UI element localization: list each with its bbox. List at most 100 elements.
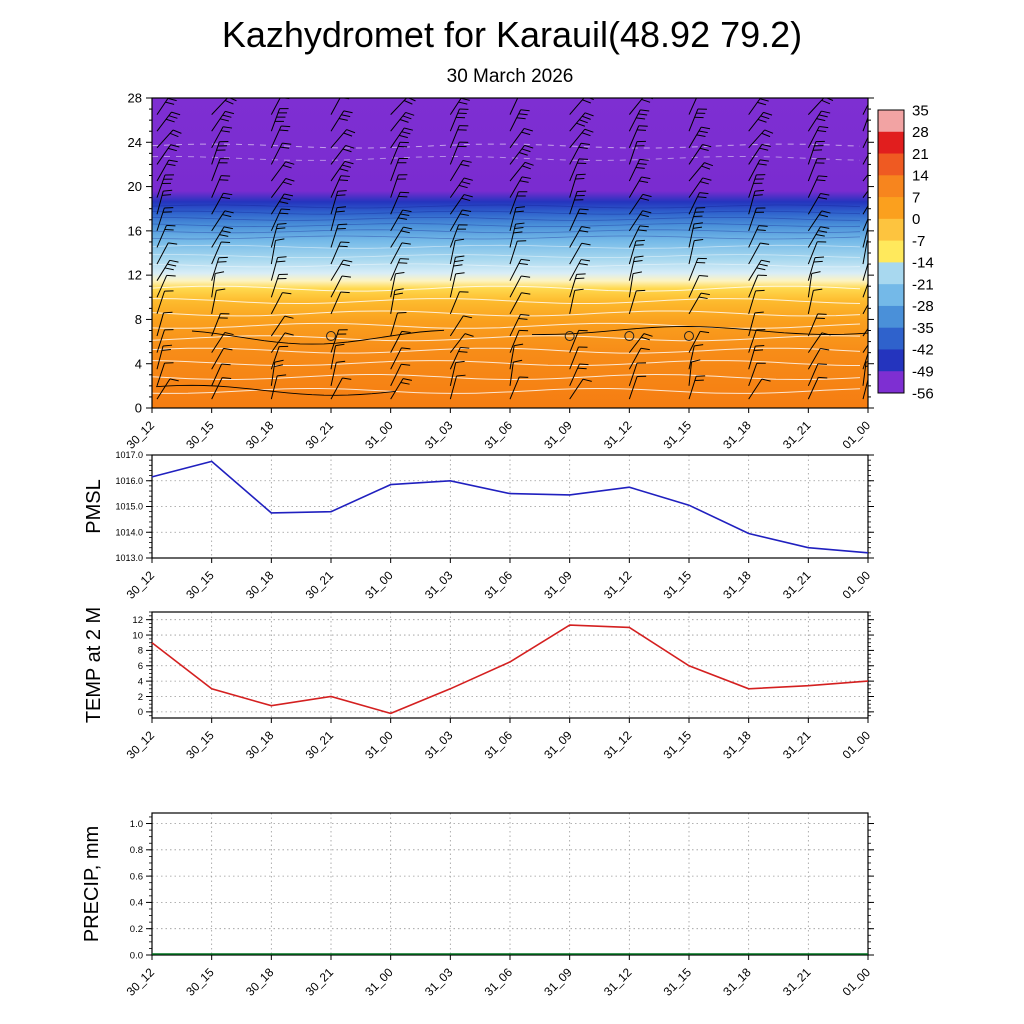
svg-text:31_18: 31_18 — [720, 418, 754, 452]
svg-text:0.2: 0.2 — [130, 924, 143, 935]
svg-text:30_15: 30_15 — [183, 418, 217, 452]
svg-text:0.8: 0.8 — [130, 845, 143, 856]
svg-text:31_15: 31_15 — [661, 418, 695, 452]
svg-text:28: 28 — [912, 124, 929, 141]
svg-text:24: 24 — [128, 135, 142, 150]
svg-text:01_00: 01_00 — [840, 965, 874, 999]
svg-text:31_21: 31_21 — [780, 728, 814, 762]
svg-text:12: 12 — [128, 268, 142, 283]
svg-text:31_03: 31_03 — [422, 418, 456, 452]
svg-text:1013.0: 1013.0 — [115, 553, 143, 563]
svg-text:-35: -35 — [912, 320, 934, 337]
svg-text:31_03: 31_03 — [422, 728, 456, 762]
svg-text:30_21: 30_21 — [303, 418, 337, 452]
svg-text:10: 10 — [132, 630, 143, 641]
svg-text:8: 8 — [135, 312, 142, 327]
svg-text:8: 8 — [138, 646, 143, 657]
svg-text:7: 7 — [912, 189, 920, 206]
svg-text:0.0: 0.0 — [130, 950, 143, 961]
svg-text:31_09: 31_09 — [541, 418, 575, 452]
svg-text:1014.0: 1014.0 — [115, 527, 143, 537]
svg-text:4: 4 — [138, 676, 143, 687]
calm-wind-circle — [326, 331, 336, 342]
svg-text:31_12: 31_12 — [601, 728, 635, 762]
colorbar: 35 28 21 14 7 0 -7 -14 -21 -28 -35 -42 -49 -56 — [877, 102, 934, 402]
svg-text:30_15: 30_15 — [183, 728, 217, 762]
svg-text:31_15: 31_15 — [661, 568, 695, 602]
svg-text:31_09: 31_09 — [541, 965, 575, 999]
precip-ylabel: PRECIP, mm — [81, 826, 103, 942]
svg-text:4: 4 — [135, 356, 142, 371]
svg-text:28: 28 — [128, 91, 142, 106]
calm-wind-circle — [684, 331, 694, 342]
svg-text:31_18: 31_18 — [720, 965, 754, 999]
svg-text:12: 12 — [132, 615, 143, 626]
svg-text:6: 6 — [138, 661, 143, 672]
svg-text:31_15: 31_15 — [661, 965, 695, 999]
svg-text:30_18: 30_18 — [243, 965, 277, 999]
svg-text:30_21: 30_21 — [303, 568, 337, 602]
temp-2m-line — [151, 624, 869, 715]
pmsl-panel: 1013.0 1014.0 1015.0 1016.0 1017.0 30_12 30_15… — [83, 450, 874, 602]
svg-text:31_00: 31_00 — [362, 418, 396, 452]
svg-text:31_06: 31_06 — [482, 965, 516, 999]
temp-2m-ylabel: TEMP at 2 M — [83, 607, 105, 723]
svg-text:01_00: 01_00 — [840, 418, 874, 452]
svg-text:01_00: 01_00 — [840, 568, 874, 602]
svg-text:-21: -21 — [912, 276, 934, 293]
svg-text:30_12: 30_12 — [124, 568, 158, 602]
svg-text:01_00: 01_00 — [840, 728, 874, 762]
svg-text:30_21: 30_21 — [303, 728, 337, 762]
svg-text:-42: -42 — [912, 342, 934, 359]
svg-text:30_18: 30_18 — [243, 418, 277, 452]
svg-text:30_12: 30_12 — [124, 965, 158, 999]
svg-text:-14: -14 — [912, 255, 934, 272]
svg-text:20: 20 — [128, 179, 142, 194]
svg-text:16: 16 — [128, 223, 142, 238]
svg-text:31_12: 31_12 — [601, 568, 635, 602]
svg-text:-28: -28 — [912, 298, 934, 315]
svg-text:30_15: 30_15 — [183, 965, 217, 999]
svg-text:-49: -49 — [912, 363, 934, 380]
svg-text:-56: -56 — [912, 385, 934, 402]
cross-section-panel: 0 4 8 12 16 20 24 28 30_12 30_15 30_18 30_21 31_00 31… — [124, 91, 934, 452]
calm-wind-circle — [564, 331, 575, 342]
svg-text:31_03: 31_03 — [422, 965, 456, 999]
svg-text:0: 0 — [138, 707, 143, 718]
svg-text:30_12: 30_12 — [124, 728, 158, 762]
svg-text:31_21: 31_21 — [780, 418, 814, 452]
svg-text:0: 0 — [135, 401, 142, 416]
svg-text:31_18: 31_18 — [720, 728, 754, 762]
svg-text:31_00: 31_00 — [362, 728, 396, 762]
svg-text:1016.0: 1016.0 — [115, 476, 143, 486]
pmsl-line — [151, 460, 869, 554]
svg-text:31_21: 31_21 — [780, 568, 814, 602]
svg-text:0.6: 0.6 — [130, 871, 143, 882]
temperature-fill — [152, 98, 868, 408]
svg-text:14: 14 — [912, 168, 929, 185]
precip-panel: 0.0 0.2 0.4 0.6 0.8 1.0 30_12 30_15 30_18 30_21 31… — [81, 812, 874, 999]
svg-text:31_15: 31_15 — [661, 728, 695, 762]
svg-text:31_00: 31_00 — [362, 568, 396, 602]
svg-text:0.4: 0.4 — [130, 898, 143, 909]
svg-text:2: 2 — [138, 692, 143, 703]
svg-text:31_18: 31_18 — [720, 568, 754, 602]
svg-text:30_18: 30_18 — [243, 728, 277, 762]
svg-text:30_15: 30_15 — [183, 568, 217, 602]
svg-text:30_18: 30_18 — [243, 568, 277, 602]
svg-text:31_12: 31_12 — [601, 418, 635, 452]
svg-text:35: 35 — [912, 102, 929, 119]
svg-text:30_21: 30_21 — [303, 965, 337, 999]
page-title: Kazhydromet for Karauil(48.92 79.2) — [221, 14, 803, 55]
svg-text:0: 0 — [912, 211, 920, 228]
pmsl-ylabel: PMSL — [83, 479, 105, 533]
svg-text:31_03: 31_03 — [422, 568, 456, 602]
svg-text:1015.0: 1015.0 — [115, 502, 143, 512]
svg-text:31_06: 31_06 — [482, 728, 516, 762]
svg-text:1.0: 1.0 — [130, 819, 143, 830]
svg-text:31_09: 31_09 — [541, 568, 575, 602]
svg-text:31_06: 31_06 — [482, 418, 516, 452]
page-subtitle: 30 March 2026 — [446, 66, 574, 87]
